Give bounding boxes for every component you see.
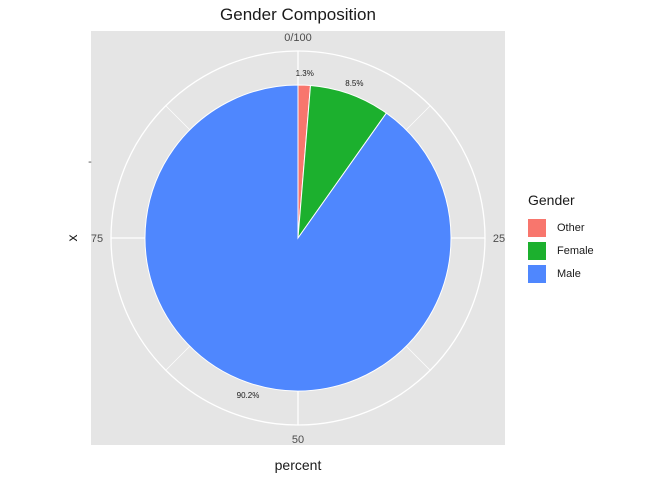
y-axis-label: x — [64, 235, 80, 242]
theta-tick-75: 75 — [91, 233, 103, 245]
legend-key-other — [528, 218, 546, 237]
pie-slices — [144, 84, 452, 392]
slice-male — [144, 84, 452, 392]
legend-item-female: Female — [528, 239, 594, 262]
legend-label-other: Other — [557, 221, 585, 234]
legend-label-female: Female — [557, 244, 594, 257]
slice-label-other: 1.3% — [296, 69, 314, 78]
slice-label-female: 8.5% — [345, 79, 363, 88]
legend-item-other: Other — [528, 216, 594, 239]
theta-tick-25: 25 — [493, 233, 505, 245]
slice-label-male: 90.2% — [237, 391, 260, 400]
legend-label-male: Male — [557, 267, 581, 280]
legend-key-female — [528, 241, 546, 260]
legend-item-male: Male — [528, 262, 594, 285]
y-tick-label: - — [88, 156, 92, 168]
legend-title: Gender — [528, 192, 575, 208]
theta-tick-labels: 0/100 25 50 75 — [91, 32, 505, 446]
slice-labels: 1.3% 8.5% 90.2% — [237, 69, 364, 400]
legend-items: Other Female Male — [528, 216, 594, 285]
chart-title: Gender Composition — [220, 5, 376, 24]
x-axis-label: percent — [275, 457, 322, 473]
theta-tick-0-100: 0/100 — [284, 32, 312, 44]
legend-key-male — [528, 264, 546, 283]
legend: Gender Other Female Male — [528, 192, 594, 285]
theta-tick-50: 50 — [292, 434, 304, 446]
